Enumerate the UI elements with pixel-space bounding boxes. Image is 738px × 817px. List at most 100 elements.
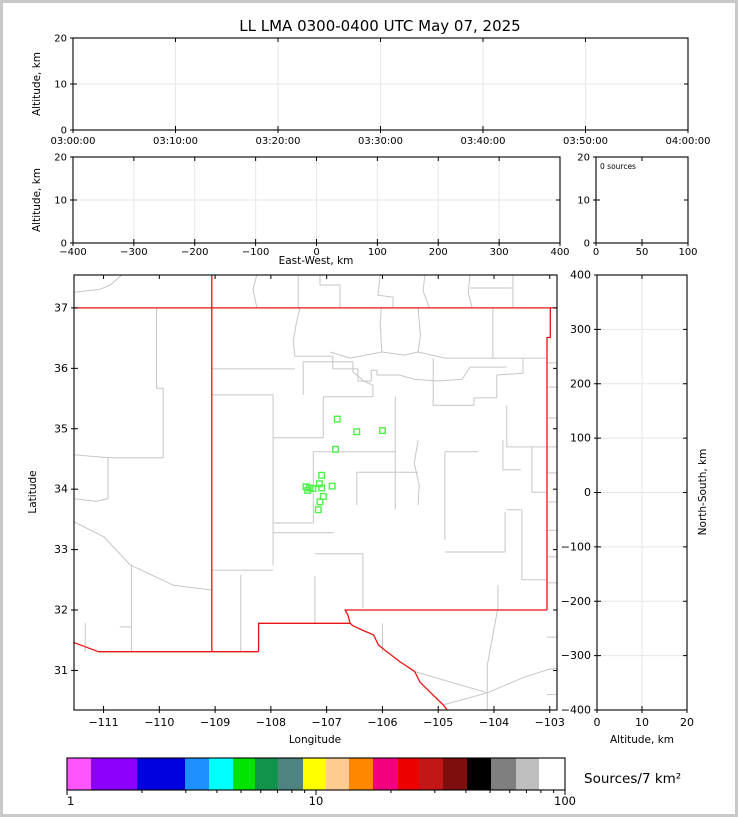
- x-tick-label: 400: [550, 247, 569, 258]
- county-border-line: [414, 671, 488, 694]
- county-border-line: [487, 669, 548, 694]
- x-tick-label: −106: [367, 716, 397, 729]
- y-tick-label: 37: [54, 301, 68, 314]
- y-tick-label: 36: [54, 362, 68, 375]
- map-layers: [74, 275, 557, 710]
- y-tick-label: 400: [570, 269, 591, 282]
- x-tick-label: 0: [593, 247, 599, 258]
- y-tick-label: 20: [577, 153, 590, 164]
- map-xlabel: Longitude: [289, 734, 341, 746]
- county-border-line: [417, 307, 421, 353]
- county-border-line: [377, 275, 394, 308]
- lma-station-marker: [318, 471, 326, 479]
- colorbar-segment: [419, 758, 443, 790]
- x-tick-label: 03:50:00: [563, 136, 608, 147]
- county-border-line: [531, 446, 547, 493]
- colorbar-segment: [491, 758, 516, 790]
- colorbar-segment: [443, 758, 467, 790]
- y-tick-label: 300: [570, 323, 591, 336]
- state-border-line: [349, 622, 448, 710]
- y-tick-label: −300: [561, 649, 591, 662]
- y-tick-label: 0: [584, 486, 591, 499]
- county-border-line: [319, 275, 341, 308]
- map-ylabel: Latitude: [27, 470, 39, 513]
- y-tick-label: 200: [570, 377, 591, 390]
- x-tick-label: 300: [490, 247, 509, 258]
- y-tick-label: 20: [54, 153, 67, 164]
- east-west-height-panel: −400 −300 −200 −100 0 100 200 300 400 0 10 20: [54, 153, 569, 259]
- colorbar-segment: [467, 758, 491, 790]
- county-border-line: [379, 307, 383, 353]
- lma-station-marker: [314, 506, 322, 514]
- y-tick-label: −400: [561, 704, 591, 717]
- y-tick-label: −100: [561, 540, 591, 553]
- lma-station-marker: [318, 484, 326, 492]
- county-border-line: [486, 608, 499, 693]
- y-tick-label: 100: [570, 432, 591, 445]
- colorbar-segment: [278, 758, 303, 790]
- lma-station-marker: [328, 482, 336, 490]
- y-tick-label: 0: [61, 126, 67, 137]
- county-border-line: [74, 521, 212, 591]
- county-border-line: [74, 457, 109, 502]
- x-tick-label: 03:10:00: [153, 136, 198, 147]
- colorbar: 1 10 100: [66, 757, 576, 808]
- colorbar-tick-label: 100: [554, 794, 576, 808]
- time-height-panel: 03:00:00 03:10:00 03:20:00 03:30:00 03:40:00…: [51, 34, 711, 148]
- county-border-line: [546, 667, 557, 671]
- lma-station-marker: [353, 428, 361, 436]
- ns-panel-xlabel: Altitude, km: [610, 734, 674, 746]
- colorbar-segment: [303, 758, 326, 790]
- colorbar-segment: [326, 758, 349, 790]
- county-border-line: [432, 358, 524, 406]
- county-border-line: [357, 368, 400, 382]
- lma-station-marker: [333, 415, 341, 423]
- y-tick-label: 35: [54, 422, 68, 435]
- county-border-line: [506, 405, 547, 448]
- lma-station-marker: [304, 486, 312, 494]
- plan-view-map-panel: −111 −110 −109 −108 −107 −106 −105 −104 −103 31 32…: [54, 274, 565, 729]
- colorbar-segment: [255, 758, 278, 790]
- ew-panel-ylabel: Altitude, km: [31, 168, 43, 232]
- lma-station-marker: [378, 427, 386, 435]
- x-tick-label: 100: [678, 247, 697, 258]
- ew-panel-xlabel: East-West, km: [279, 255, 354, 267]
- altitude-histogram-panel: 0 50 100 0 10 20: [577, 153, 697, 259]
- county-border-line: [443, 692, 488, 706]
- x-tick-label: 50: [636, 247, 649, 258]
- x-tick-label: 200: [429, 247, 448, 258]
- y-tick-label: 10: [577, 196, 590, 207]
- county-border-line: [502, 440, 521, 471]
- colorbar-segment: [91, 758, 137, 790]
- county-border-line: [352, 361, 374, 397]
- y-tick-label: −200: [561, 595, 591, 608]
- county-border-line: [467, 275, 473, 309]
- x-tick-label: −200: [181, 247, 208, 258]
- x-tick-label: 10: [635, 716, 649, 729]
- x-tick-label: 100: [368, 247, 387, 258]
- x-tick-label: 03:30:00: [358, 136, 403, 147]
- x-tick-label: 0: [313, 247, 319, 258]
- county-border-line: [156, 307, 164, 458]
- state-border-line: [74, 641, 259, 653]
- y-tick-label: 0: [584, 239, 590, 250]
- county-border-line: [292, 307, 358, 370]
- colorbar-label: Sources/7 km²: [584, 771, 681, 787]
- x-tick-label: −400: [59, 247, 86, 258]
- colorbar-segment: [233, 758, 255, 790]
- y-tick-label: 31: [54, 664, 68, 677]
- county-border-line: [422, 275, 430, 309]
- source-count-annotation: 0 sources: [600, 162, 636, 171]
- colorbar-segment: [137, 758, 185, 790]
- colorbar-segment: [373, 758, 398, 790]
- colorbar-tick-label: 1: [67, 794, 74, 808]
- county-border-line: [329, 351, 547, 359]
- figure-title: LL LMA 0300-0400 UTC May 07, 2025: [239, 17, 520, 35]
- y-tick-label: 0: [61, 239, 67, 250]
- x-tick-label: 0: [594, 716, 601, 729]
- x-tick-label: −110: [144, 716, 174, 729]
- state-border-line: [257, 622, 351, 652]
- y-tick-label: 10: [54, 196, 67, 207]
